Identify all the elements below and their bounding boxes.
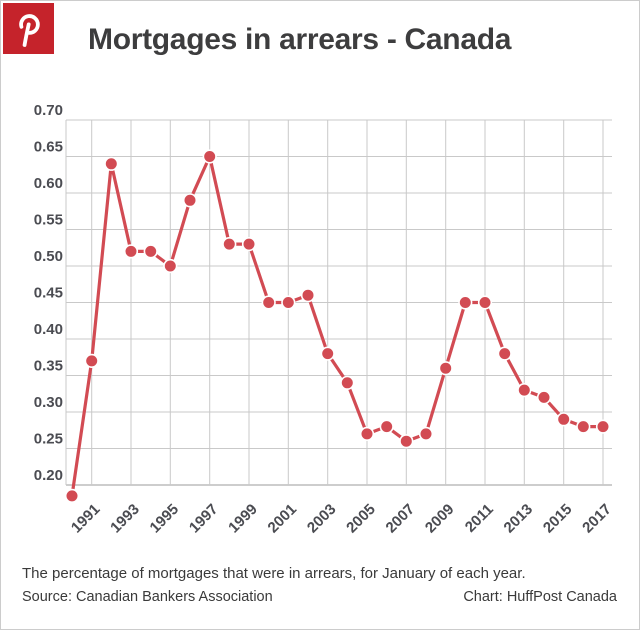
- svg-text:0.20: 0.20: [34, 467, 63, 484]
- svg-text:2005: 2005: [343, 501, 379, 537]
- svg-text:1997: 1997: [186, 501, 222, 537]
- chart-footer: Source: Canadian Bankers Association Cha…: [22, 589, 617, 605]
- svg-text:2017: 2017: [579, 501, 615, 537]
- axis-labels: 0.20 0.25 0.30 0.35 0.40 0.45 0.50 0.55 0.60 0.65…: [34, 102, 615, 536]
- svg-text:0.30: 0.30: [34, 394, 63, 411]
- svg-text:0.60: 0.60: [34, 175, 63, 192]
- svg-text:0.55: 0.55: [34, 212, 63, 229]
- svg-text:1995: 1995: [147, 501, 183, 537]
- svg-text:2007: 2007: [383, 501, 419, 537]
- svg-text:2001: 2001: [265, 501, 301, 537]
- svg-text:0.50: 0.50: [34, 248, 63, 265]
- svg-text:0.45: 0.45: [34, 285, 63, 302]
- chart-title: Mortgages in arrears - Canada: [88, 23, 512, 56]
- svg-text:1991: 1991: [68, 501, 104, 537]
- svg-text:2011: 2011: [462, 501, 497, 536]
- chart-credit: Chart: HuffPost Canada: [463, 589, 617, 605]
- source-credit: Source: Canadian Bankers Association: [22, 589, 273, 605]
- svg-text:2003: 2003: [304, 501, 340, 537]
- svg-text:0.25: 0.25: [34, 431, 63, 448]
- svg-text:2009: 2009: [422, 501, 458, 537]
- svg-text:2013: 2013: [501, 501, 537, 537]
- svg-text:0.35: 0.35: [34, 358, 63, 375]
- svg-text:0.70: 0.70: [34, 102, 63, 119]
- grid: [65, 119, 612, 486]
- data-points: [64, 149, 611, 504]
- chart-caption: The percentage of mortgages that were in…: [22, 565, 526, 582]
- svg-text:1993: 1993: [107, 501, 143, 537]
- pinterest-share-button[interactable]: [3, 3, 54, 54]
- svg-text:2015: 2015: [540, 501, 576, 537]
- svg-text:1999: 1999: [225, 501, 261, 537]
- svg-text:0.40: 0.40: [34, 321, 63, 338]
- pinterest-icon: [18, 13, 40, 47]
- svg-text:0.65: 0.65: [34, 139, 63, 156]
- series-line: [70, 154, 605, 498]
